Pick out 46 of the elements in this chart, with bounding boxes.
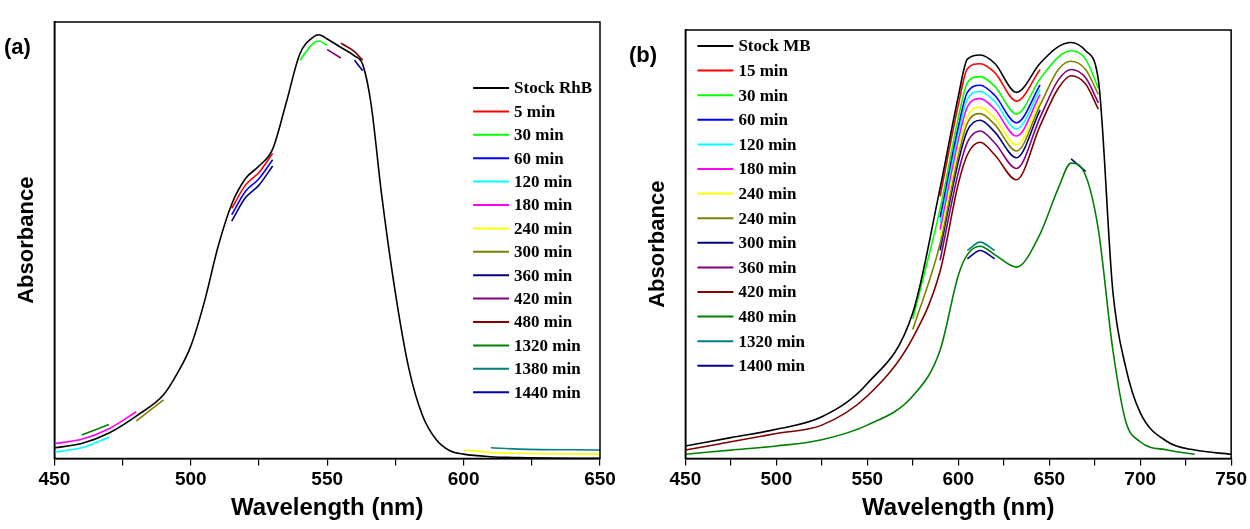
legend-label: 60 min <box>514 148 565 168</box>
legend-label: 1320 min <box>738 331 806 351</box>
chart-title: (a) <box>4 34 31 60</box>
x-axis-title: Wavelength (nm) <box>230 493 424 521</box>
legend-label: 60 min <box>738 110 789 130</box>
legend-label: 1400 min <box>738 356 806 376</box>
legend-label: 120 min <box>514 171 573 191</box>
x-tick-label: 550 <box>311 468 344 490</box>
legend-label: 480 min <box>738 306 798 326</box>
legend-label: 300 min <box>738 233 798 253</box>
legend-label: 180 min <box>514 195 573 215</box>
x-tick-label: 650 <box>1033 468 1066 490</box>
legend-label: 360 min <box>738 257 798 277</box>
x-tick-label: 600 <box>447 468 480 490</box>
legend-label: 30 min <box>514 125 565 145</box>
legend-label: 420 min <box>514 288 573 308</box>
x-tick-label: 600 <box>942 468 975 490</box>
legend-label: Stock RhB <box>514 78 592 98</box>
legend-label: 300 min <box>514 242 573 262</box>
x-axis-title: Wavelength (nm) <box>862 493 1055 521</box>
legend-label: 360 min <box>514 265 573 285</box>
legend-label: 30 min <box>738 85 789 105</box>
legend-label: 1440 min <box>514 382 582 402</box>
legend-label: Stock MB <box>738 36 811 56</box>
x-tick-label: 450 <box>669 468 702 490</box>
x-tick-label: 650 <box>584 468 616 490</box>
y-axis-title: Absorbance <box>644 180 670 308</box>
x-tick-label: 700 <box>1124 468 1157 490</box>
x-tick-label: 500 <box>760 468 793 490</box>
legend-label: 120 min <box>738 134 798 154</box>
x-tick-label: 450 <box>38 468 71 490</box>
legend-label: 240 min <box>738 183 798 203</box>
y-axis-title: Absorbance <box>13 176 39 304</box>
legend-label: 1320 min <box>514 335 582 355</box>
legend-label: 5 min <box>514 101 556 121</box>
legend-label: 240 min <box>514 218 573 238</box>
chart-title: (b) <box>629 42 658 68</box>
legend-label: 15 min <box>738 60 789 80</box>
legend-label: 480 min <box>514 312 573 332</box>
x-tick-label: 500 <box>174 468 207 490</box>
x-tick-label: 750 <box>1215 468 1247 490</box>
legend-label: 1380 min <box>514 359 582 379</box>
legend-label: 180 min <box>738 159 798 179</box>
x-tick-label: 550 <box>851 468 884 490</box>
legend-label: 240 min <box>738 208 798 228</box>
legend-label: 420 min <box>738 282 798 302</box>
